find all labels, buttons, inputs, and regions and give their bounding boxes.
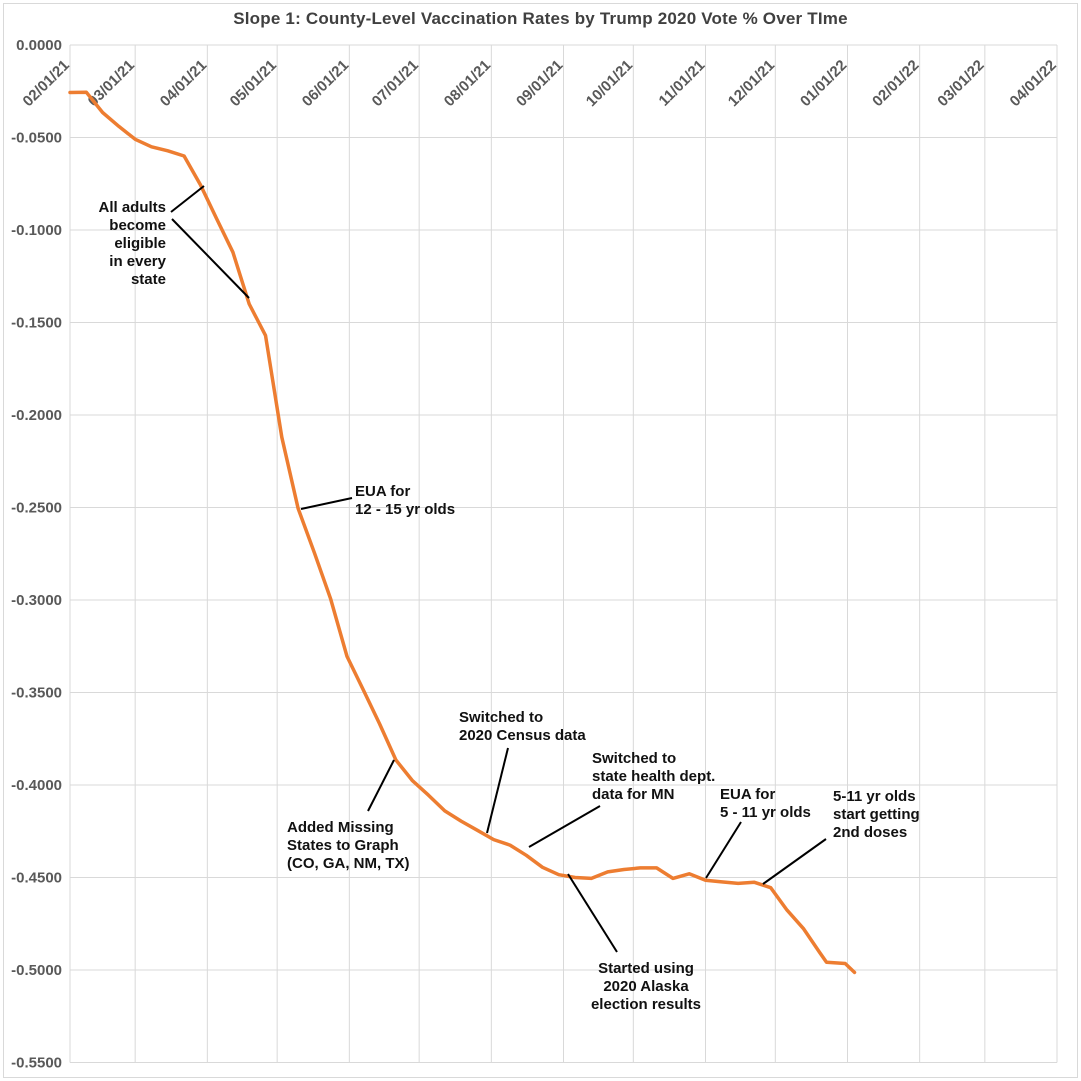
y-tick-label: -0.5000 <box>11 962 62 979</box>
callout-lines <box>170 185 827 953</box>
x-tick-label: 02/01/22 <box>869 57 922 110</box>
chart-border <box>3 3 1078 1078</box>
x-axis-labels: 02/01/21 03/01/21 04/01/21 05/01/21 06/01/21… <box>20 57 1060 110</box>
y-tick-label: 0.0000 <box>16 37 62 54</box>
annotation-all-adults-eligible: All adults become eligible in every stat… <box>98 199 166 288</box>
y-tick-label: -0.3000 <box>11 592 62 609</box>
callout-line-added-missing-states <box>367 759 395 812</box>
annotation-census-switch: Switched to 2020 Census data <box>459 709 586 744</box>
annotation-eua-12-15: EUA for 12 - 15 yr olds <box>355 483 456 518</box>
y-tick-label: -0.2000 <box>11 407 62 424</box>
annotation-alaska-results: Started using 2020 Alaska election resul… <box>590 960 702 1013</box>
y-tick-label: -0.4000 <box>11 777 62 794</box>
y-tick-label: -0.3500 <box>11 685 62 702</box>
y-tick-label: -0.0500 <box>11 130 62 147</box>
annotation-mn-health-dept: Switched to state health dept. data for … <box>592 750 716 803</box>
callout-line-eua-12-15 <box>300 497 353 510</box>
x-tick-label: 08/01/21 <box>441 57 494 110</box>
x-tick-label: 05/01/21 <box>227 57 280 110</box>
y-tick-label: -0.1000 <box>11 222 62 239</box>
callout-line-mn-health-dept <box>528 805 601 848</box>
y-tick-label: -0.2500 <box>11 500 62 517</box>
x-tick-label: 02/01/21 <box>20 57 73 110</box>
callout-line-second-doses-5-11 <box>762 838 827 885</box>
callout-line-all-adults-eligible <box>171 218 250 299</box>
chart-title: Slope 1: County-Level Vaccination Rates … <box>233 9 848 28</box>
callout-line-alaska-results <box>567 873 618 953</box>
y-tick-label: -0.1500 <box>11 315 62 332</box>
x-tick-label: 04/01/22 <box>1007 57 1060 110</box>
x-tick-label: 04/01/21 <box>157 57 210 110</box>
annotation-added-missing-states: Added Missing States to Graph (CO, GA, N… <box>287 819 410 872</box>
series-line <box>68 90 857 975</box>
y-axis-labels: 0.0000 -0.0500 -0.1000 -0.1500 -0.2000 -0.250… <box>11 37 62 1072</box>
x-tick-label: 07/01/21 <box>369 57 422 110</box>
y-tick-label: -0.4500 <box>11 870 62 887</box>
callout-line-census-switch <box>486 747 509 834</box>
x-tick-label: 06/01/21 <box>299 57 352 110</box>
annotation-eua-5-11: EUA for 5 - 11 yr olds <box>720 786 811 821</box>
callout-line-eua-5-11 <box>705 821 742 879</box>
x-tick-label: 11/01/21 <box>656 57 709 110</box>
y-tick-label: -0.5500 <box>11 1055 62 1072</box>
x-tick-label: 10/01/21 <box>583 57 636 110</box>
x-tick-label: 12/01/21 <box>725 57 778 110</box>
callout-line-all-adults-eligible <box>170 185 205 213</box>
gridlines <box>69 44 1058 1063</box>
x-tick-label: 01/01/22 <box>797 57 850 110</box>
x-tick-label: 03/01/22 <box>934 57 987 110</box>
x-tick-label: 09/01/21 <box>513 57 566 110</box>
annotation-second-doses-5-11: 5-11 yr olds start getting 2nd doses <box>833 788 920 841</box>
